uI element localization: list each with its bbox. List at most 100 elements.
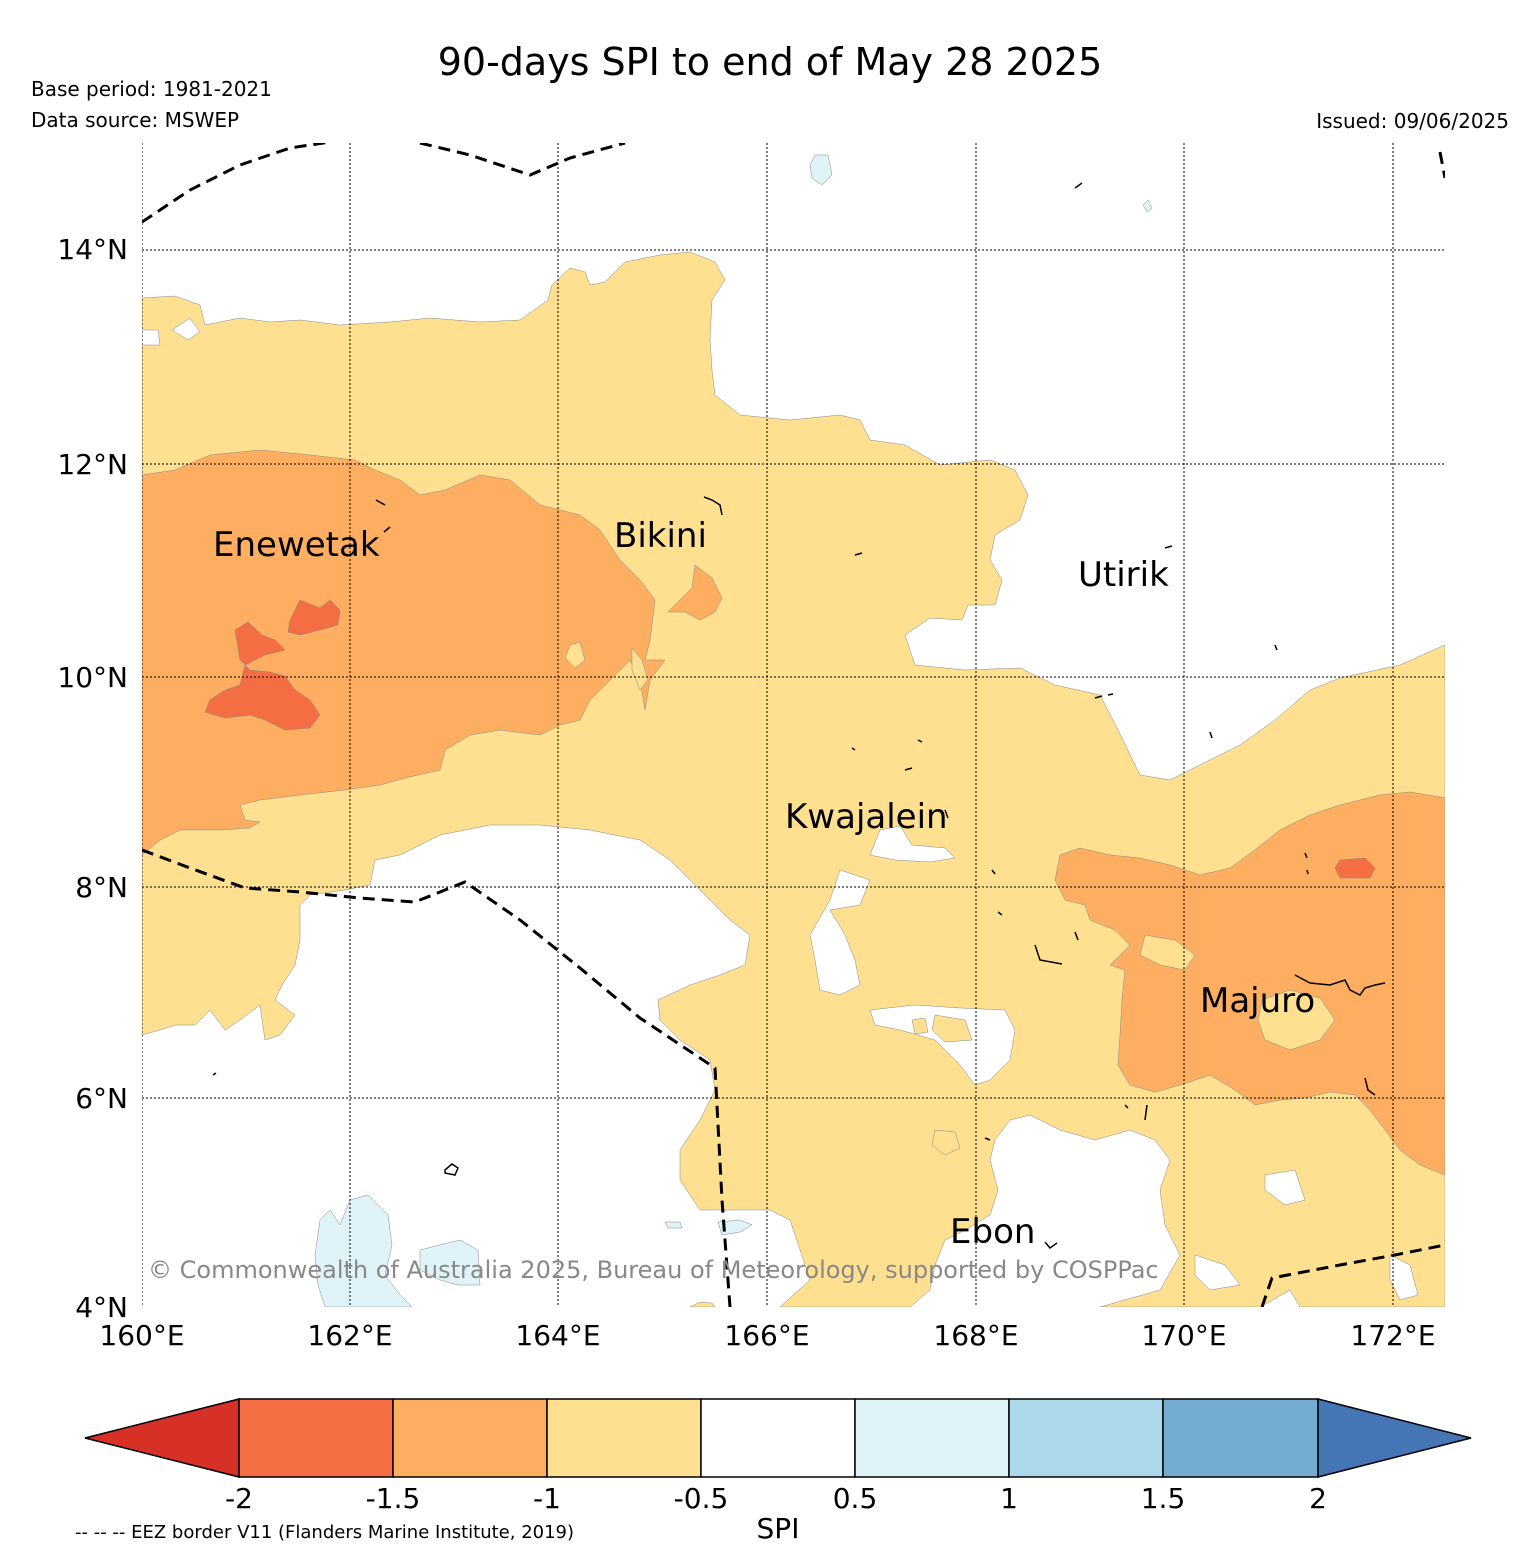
eez-border-southeast [1260,1243,1445,1307]
atoll-outline [1124,1104,1148,1121]
lon-label-162e: 162°E [307,1319,392,1352]
spi-zone-dry-moderate-west [142,449,666,856]
lat-label-6n: 6°N [75,1082,128,1115]
colorbar-segment-1-5-2 [1162,1398,1319,1478]
atoll-outline [1209,731,1213,739]
eez-borders [142,143,1445,1307]
atoll-outline [944,809,949,819]
colorbar-segment-1-1-5 [1008,1398,1164,1478]
spi-zone-normal-hole [1389,1254,1419,1301]
atoll-outline [444,1163,459,1176]
atoll-outline [1164,545,1173,549]
atoll-outline [1274,644,1278,651]
spi-zone-dry-mild-hole [631,647,649,691]
place-label-kwajalein: Kwajalein [785,797,948,837]
colorbar-segment-normal [700,1398,856,1478]
colorbar-segment-minus1-5-minus1 [392,1398,548,1478]
atoll-outline [383,526,391,533]
spi-zone-dry-mild-islet [931,1014,973,1043]
lat-label-8n: 8°N [75,871,128,904]
atoll-outlines [212,182,1386,1250]
place-label-enewetak: Enewetak [213,525,380,565]
issued-date: Issued: 09/06/2025 [1316,109,1509,133]
atoll-outline [212,1072,217,1076]
colorbar-segment-gt-2 [1317,1398,1472,1478]
spi-zone-dry-mild-hole [564,641,586,669]
lon-label-168e: 168°E [933,1319,1018,1352]
place-label-ebon: Ebon [950,1212,1035,1252]
lat-label-14n: 14°N [57,233,128,266]
spi-zone-normal-hole [869,825,956,863]
lon-label-166e: 166°E [724,1319,809,1352]
spi-zone-normal-hole [1194,1254,1241,1291]
colorbar-tick-minus1-5: -1.5 [366,1482,421,1515]
lat-label-12n: 12°N [57,448,128,481]
spi-zone-normal-hole [142,329,161,346]
atoll-outline [1044,1241,1058,1250]
gridlines [142,143,1445,1307]
spi-zone-dry-mild-hole [1257,989,1336,1051]
spi-zone-normal-hole [1264,1169,1306,1206]
atoll-outline [1364,1077,1376,1096]
atoll-outline [1074,182,1083,189]
lat-label-10n: 10°N [57,661,128,694]
colorbar-tick-1: 1 [1000,1482,1018,1515]
atoll-outline [703,496,723,516]
spi-zone-dry-severe [204,621,321,731]
colorbar-tick-minus1: -1 [533,1482,561,1515]
spi-zone-wet-mild [664,1221,683,1229]
atoll-outline [1094,693,1114,699]
spi-zone-wet-mild [717,1219,753,1236]
eez-border-northeast [1438,151,1445,179]
colorbar-tick-minus0-5: -0.5 [674,1482,729,1515]
atoll-outline [851,739,923,771]
spi-zone-wet-mild [314,1194,413,1307]
copyright-text: © Commonwealth of Australia 2025, Bureau… [148,1256,1159,1284]
atoll-outline [991,869,1003,916]
place-label-majuro: Majuro [1200,981,1315,1021]
spi-zone-normal-hole [809,869,871,996]
spi-zone-dry-mild-islet [911,1017,929,1035]
atoll-outline [854,552,863,556]
spi-zone-dry-mild-islet [931,1129,961,1156]
atoll-outline [1304,852,1309,875]
data-source: Data source: MSWEP [31,108,240,132]
spi-zone-dry-severe-majuro [1334,857,1376,879]
eez-border-southwest [142,848,732,1307]
eez-border-north [419,143,626,177]
colorbar-segment-0-5-1 [854,1398,1010,1478]
spi-zone-dry-moderate-bikini [667,564,723,621]
spi-zone-dry-mild-south [689,1301,716,1307]
place-label-bikini: Bikini [614,516,707,556]
spi-zone-dry-mild-hole [1139,934,1196,971]
lon-label-160e: 160°E [99,1319,184,1352]
colorbar-segment-minus1-minus0-5 [546,1398,702,1478]
spi-zone-dry-moderate-east [1054,791,1445,1176]
colorbar-tick-1-5: 1.5 [1141,1482,1186,1515]
lon-label-172e: 172°E [1350,1319,1435,1352]
colorbar-tick-minus2: -2 [225,1482,253,1515]
map-title: 90-days SPI to end of May 28 2025 [437,40,1103,84]
spi-zone-normal-hole [171,317,201,341]
lon-label-170e: 170°E [1141,1319,1226,1352]
colorbar-label: SPI [757,1512,800,1545]
lat-label-4n: 4°N [75,1291,128,1324]
atoll-outline [1294,974,1386,996]
atoll-outline [1034,931,1079,965]
colorbar-tick-0-5: 0.5 [833,1482,878,1515]
colorbar-tick-2: 2 [1309,1482,1327,1515]
atoll-outline [984,1137,991,1141]
colorbar-segment-minus2-minus1-5 [238,1398,394,1478]
map-area: Enewetak Bikini Utirik Kwajalein Majuro … [142,143,1445,1307]
base-period: Base period: 1981-2021 [31,77,272,101]
colorbar [84,1398,1472,1478]
colorbar-segment-lt-minus2 [84,1398,240,1478]
spi-zone-normal-hole [869,1004,1016,1086]
lon-label-164e: 164°E [515,1319,600,1352]
spi-zone-wet-mild [1142,199,1153,213]
atoll-outline [375,499,386,506]
spi-zone-dry-severe [287,599,341,636]
eez-border-north [142,143,331,224]
eez-note: -- -- -- EEZ border V11 (Flanders Marine… [75,1522,575,1543]
